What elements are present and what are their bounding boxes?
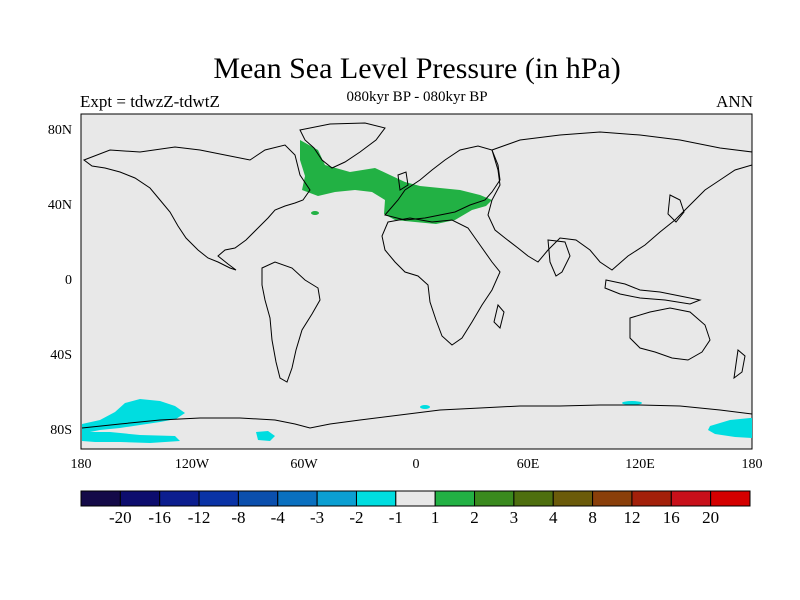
colorbar-swatch bbox=[474, 490, 515, 507]
colorbar-swatch bbox=[355, 490, 397, 507]
map-background bbox=[80, 113, 753, 450]
lon-label: 120E bbox=[625, 457, 655, 472]
colorbar-label: -2 bbox=[349, 508, 364, 527]
negative-anomaly-small bbox=[420, 405, 430, 409]
colorbar-label: -12 bbox=[187, 508, 211, 527]
lat-label: 0 bbox=[65, 273, 72, 288]
coastline-india bbox=[547, 239, 571, 277]
lat-label: 80S bbox=[50, 423, 72, 438]
colorbar-label: -3 bbox=[310, 508, 325, 527]
plot-subtitle: 080kyr BP - 080kyr BP bbox=[346, 89, 488, 105]
colorbar-swatch bbox=[513, 490, 554, 507]
colorbar-label: -1 bbox=[388, 508, 403, 527]
lat-label: 80N bbox=[47, 123, 72, 138]
lon-label: 180 bbox=[741, 457, 763, 472]
colorbar-swatch bbox=[710, 490, 751, 507]
positive-anomaly-small bbox=[311, 211, 319, 215]
plot-title: Mean Sea Level Pressure (in hPa) bbox=[213, 52, 621, 85]
colorbar-swatch bbox=[434, 490, 476, 507]
colorbar-label: 16 bbox=[662, 508, 680, 527]
coastline-greenland bbox=[299, 122, 386, 169]
coastline-new-zealand bbox=[733, 349, 746, 380]
coastline-asia bbox=[487, 131, 753, 271]
colorbar-swatch bbox=[80, 490, 121, 507]
colorbar-label: 20 bbox=[702, 508, 720, 527]
coastline-europe bbox=[384, 145, 501, 221]
colorbar-label: -20 bbox=[109, 508, 132, 527]
lon-label: 0 bbox=[412, 457, 420, 472]
lon-label: 60W bbox=[290, 457, 318, 472]
negative-anomaly-region bbox=[708, 418, 752, 438]
colorbar-label: 8 bbox=[588, 508, 597, 527]
colorbar-label: 2 bbox=[470, 508, 479, 527]
colorbar-swatch bbox=[552, 490, 594, 507]
experiment-label: Expt = tdwzZ-tdwtZ bbox=[80, 92, 220, 111]
lat-label: 40S bbox=[50, 348, 72, 363]
coastline-uk bbox=[397, 171, 409, 191]
coastline-australia bbox=[629, 307, 711, 361]
colorbar-swatch bbox=[395, 490, 436, 507]
colorbar-label: 1 bbox=[430, 508, 440, 527]
coastline-indonesia bbox=[604, 279, 702, 305]
colorbar-swatch bbox=[159, 490, 200, 507]
colorbar-label: 12 bbox=[623, 508, 641, 527]
lon-label: 180 bbox=[70, 457, 92, 472]
coastline-south-america bbox=[261, 261, 321, 383]
coastline-antarctica bbox=[81, 404, 753, 429]
colorbar-label: 4 bbox=[548, 508, 558, 527]
season-label: ANN bbox=[716, 92, 753, 111]
coastline-africa bbox=[381, 217, 501, 346]
positive-anomaly-region bbox=[300, 140, 492, 224]
colorbar-swatch bbox=[198, 490, 239, 507]
colorbar-label: -8 bbox=[231, 508, 246, 527]
colorbar-swatch bbox=[277, 490, 318, 507]
coastlines bbox=[81, 122, 753, 429]
coastline-madagascar bbox=[493, 303, 505, 329]
lon-label: 60E bbox=[516, 457, 540, 472]
colorbar-swatch bbox=[119, 490, 161, 507]
negative-anomaly-region bbox=[256, 431, 275, 441]
colorbar-swatch bbox=[592, 490, 633, 507]
coastline-north-america bbox=[82, 144, 311, 271]
colorbar-label: 3 bbox=[509, 508, 519, 527]
lon-label: 120W bbox=[174, 457, 210, 472]
colorbar-label: -16 bbox=[148, 508, 172, 527]
colorbar-swatch bbox=[631, 490, 672, 507]
lat-label: 40N bbox=[47, 198, 72, 213]
colorbar-swatch bbox=[670, 490, 712, 507]
colorbar-swatch bbox=[316, 490, 357, 507]
colorbar-label: -4 bbox=[270, 508, 285, 527]
negative-anomaly-region bbox=[82, 399, 185, 443]
colorbar-swatch bbox=[237, 490, 279, 507]
coastline-japan bbox=[667, 194, 685, 223]
negative-anomaly-small bbox=[622, 401, 642, 405]
